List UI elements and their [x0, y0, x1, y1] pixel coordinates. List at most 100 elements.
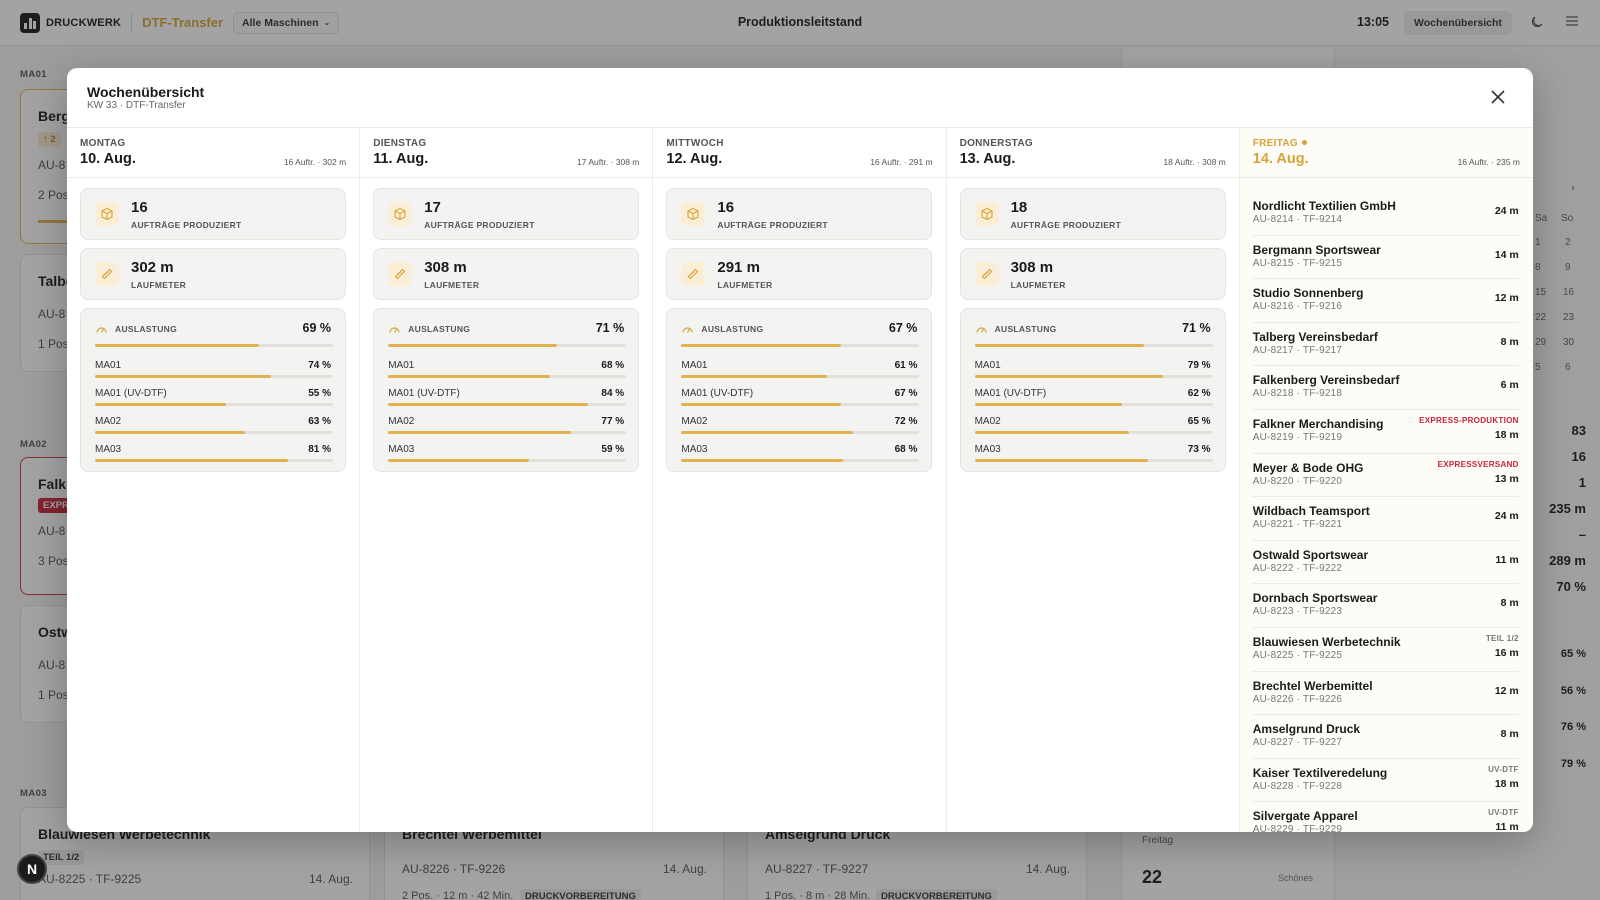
stat-number: 308 m — [424, 259, 467, 276]
day-name-text: FREITAG — [1252, 138, 1298, 149]
card-date: 14. Aug. — [308, 872, 353, 886]
list-item[interactable]: Kaiser Textilveredelung AU-8228 · TF-9228… — [1252, 759, 1519, 803]
day-meta: 16 Auftr. · 291 m — [870, 157, 933, 167]
card-order-id: AU-8226 · TF-9226 — [402, 862, 506, 876]
week-overview-button[interactable]: Wochenübersicht — [1404, 11, 1512, 35]
calendar-date[interactable]: 9 — [1565, 262, 1571, 273]
list-item[interactable]: Falkner Merchandising AU-8219 · TF-9219 EX… — [1252, 410, 1519, 454]
calendar-date[interactable]: 23 — [1563, 312, 1575, 323]
machine-bar — [95, 403, 333, 406]
machine-bar — [388, 431, 627, 434]
list-item[interactable]: Talberg Vereinsbedarf AU-8217 · TF-9217 8 … — [1252, 323, 1519, 367]
orders-produced-stat: 18 AUFTRÄGE PRODUZIERT — [959, 188, 1226, 240]
machine-bar — [974, 375, 1213, 378]
util-total-pct: 71 % — [1182, 321, 1211, 335]
machine-bar — [681, 459, 920, 462]
card-meta: 2 Pos. · 12 m · 42 Min. — [402, 890, 514, 900]
calendar-date[interactable]: 16 — [1563, 287, 1575, 298]
stat-number: 291 m — [717, 259, 760, 276]
machine-name: MA01 — [974, 360, 1001, 371]
part-badge: TEIL 1/2 — [38, 850, 85, 865]
list-item[interactable]: Blauwiesen Werbetechnik AU-8225 · TF-9225… — [1252, 628, 1519, 672]
bar-fill — [388, 403, 589, 406]
meters-stat: 291 m LAUFMETER — [666, 248, 933, 300]
menu-icon[interactable] — [1565, 15, 1579, 27]
assistant-button[interactable]: N — [17, 854, 47, 884]
card-order-id: AU-8 — [38, 658, 66, 672]
card-title: Ostw — [38, 624, 73, 640]
machine-name: MA03 — [95, 444, 122, 455]
card-positions: 1 Pos — [38, 337, 69, 351]
machine-pct: 65 % — [1560, 648, 1586, 660]
machine-pct: 67 % — [894, 388, 918, 399]
order-meters: 12 m — [1494, 292, 1519, 305]
order-tag: UV-DTF — [1488, 764, 1519, 774]
calendar-date[interactable]: 6 — [1565, 362, 1571, 373]
card-order-id: AU-8 — [38, 307, 66, 321]
day-date: 10. Aug. — [80, 151, 136, 167]
order-tag: EXPRESSVERSAND — [1437, 459, 1519, 469]
dark-mode-icon[interactable] — [1530, 15, 1544, 29]
clock: 13:05 — [1357, 15, 1389, 29]
list-item[interactable]: Studio Sonnenberg AU-8216 · TF-9216 12 m — [1252, 279, 1519, 323]
close-icon[interactable] — [1489, 88, 1507, 106]
machine-pct: 76 % — [1560, 721, 1586, 733]
list-item[interactable]: Bergmann Sportswear AU-8215 · TF-9215 14 m — [1252, 236, 1519, 280]
calendar-date[interactable]: 30 — [1563, 337, 1575, 348]
package-icon — [95, 202, 119, 226]
order-meters: 13 m — [1494, 472, 1519, 485]
ruler-icon — [974, 262, 999, 286]
list-item[interactable]: Amselgrund Druck AU-8227 · TF-9227 8 m — [1252, 715, 1519, 759]
stat-label: LAUFMETER — [131, 280, 187, 290]
day-header: DONNERSTAG 13. Aug. 18 Auftr. · 308 m — [946, 128, 1239, 178]
divider — [131, 13, 133, 32]
day-meta: 17 Auftr. · 308 m — [577, 157, 640, 167]
calendar-date[interactable]: 1 — [1535, 237, 1541, 248]
list-item[interactable]: Dornbach Sportswear AU-8223 · TF-9223 8 m — [1252, 584, 1519, 628]
card-order-id: AU-8 — [38, 524, 66, 538]
machine-name: MA02 — [95, 416, 122, 427]
calendar-date[interactable]: 8 — [1535, 262, 1541, 273]
list-item[interactable]: Wildbach Teamsport AU-8221 · TF-9221 24 m — [1252, 497, 1519, 541]
stat-label: AUFTRÄGE PRODUZIERT — [424, 220, 535, 230]
calendar-date[interactable]: 29 — [1535, 337, 1547, 348]
machine-filter-select[interactable]: Alle Maschinen ⌄ — [233, 11, 340, 34]
calendar-date[interactable]: 22 — [1535, 312, 1547, 323]
list-item[interactable]: Nordlicht Textilien GmbH AU-8214 · TF-921… — [1252, 192, 1519, 236]
package-icon — [388, 202, 413, 226]
week-overview-modal: Wochenübersicht KW 33 · DTF-Transfer MON… — [67, 68, 1533, 832]
calendar-date[interactable]: 2 — [1565, 237, 1571, 248]
bar-fill — [681, 375, 827, 378]
bar-fill — [974, 459, 1149, 462]
customer-name: Meyer & Bode OHG — [1252, 460, 1364, 475]
card-title: Falkn — [38, 476, 75, 492]
day-name: MONTAG — [80, 138, 126, 149]
gauge-icon — [681, 323, 694, 341]
chevron-right-icon[interactable]: › — [1571, 182, 1575, 194]
calendar-day-label: Sa — [1535, 213, 1548, 224]
machine-pct: 59 % — [601, 444, 625, 455]
status-badge: DRUCKVORBEREITUNG — [520, 889, 641, 900]
list-item[interactable]: Meyer & Bode OHG AU-8220 · TF-9220 EXPRESS… — [1252, 454, 1519, 498]
list-item[interactable]: Ostwald Sportswear AU-8222 · TF-9222 11 m — [1252, 541, 1519, 585]
calendar-date[interactable]: 15 — [1535, 287, 1547, 298]
machine-pct: 65 % — [1187, 416, 1211, 427]
machine-name: MA01 (UV-DTF) — [388, 388, 460, 399]
list-item[interactable]: Brechtel Werbemittel AU-8226 · TF-9226 12 … — [1252, 672, 1519, 716]
bar-fill — [388, 344, 558, 347]
day-header: FREITAG 14. Aug. 16 Auftr. · 235 m — [1239, 128, 1533, 178]
week-days: MONTAG 10. Aug. 16 Auftr. · 302 m 16 AUFTRÄG… — [67, 128, 1533, 832]
list-item[interactable]: Falkenberg Vereinsbedarf AU-8218 · TF-921… — [1252, 366, 1519, 410]
product-name[interactable]: DTF-Transfer — [142, 15, 224, 30]
card-title: Berg — [38, 108, 70, 124]
card-order-id: AU-8225 · TF-9225 — [38, 872, 142, 886]
day-meta: 18 Auftr. · 308 m — [1163, 157, 1226, 167]
order-id: AU-8223 · TF-9223 — [1252, 606, 1343, 618]
util-total-bar — [388, 344, 627, 347]
logo-icon — [20, 12, 40, 33]
calendar-date[interactable]: 5 — [1535, 362, 1541, 373]
side-day-number: 22 — [1142, 867, 1163, 887]
list-item[interactable]: Silvergate Apparel AU-8229 · TF-9229 UV-DT… — [1253, 802, 1519, 832]
bar-fill — [95, 375, 272, 378]
day-meta: 16 Auftr. · 302 m — [283, 157, 347, 167]
